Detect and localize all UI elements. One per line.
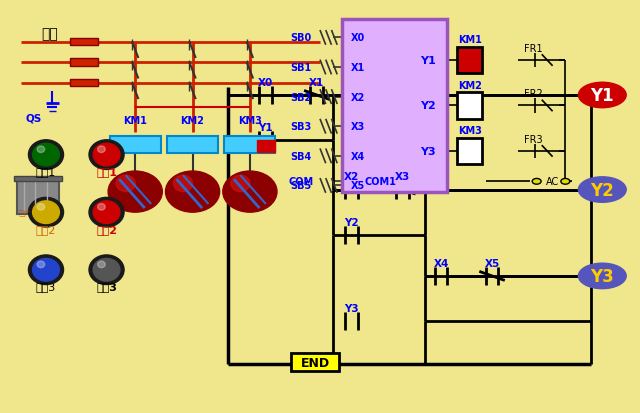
Text: SB4: SB4 — [291, 152, 312, 161]
Ellipse shape — [28, 140, 63, 170]
Text: KM2: KM2 — [458, 81, 482, 90]
Ellipse shape — [231, 176, 250, 192]
Text: X3: X3 — [396, 172, 410, 182]
Ellipse shape — [28, 198, 63, 228]
Ellipse shape — [33, 259, 60, 281]
Text: X2: X2 — [344, 172, 360, 182]
Text: 停止2: 停止2 — [96, 224, 117, 234]
Text: COM1: COM1 — [365, 177, 396, 187]
Text: X3: X3 — [351, 122, 365, 132]
Text: SB0: SB0 — [291, 33, 312, 43]
Ellipse shape — [28, 255, 63, 285]
Ellipse shape — [89, 140, 124, 170]
Text: Y2: Y2 — [591, 181, 614, 199]
Text: 启动2: 启动2 — [36, 224, 56, 234]
Ellipse shape — [579, 177, 626, 203]
Bar — [167, 137, 218, 153]
Text: Y1: Y1 — [420, 56, 436, 66]
Ellipse shape — [108, 172, 163, 213]
Text: X1: X1 — [309, 78, 324, 88]
Ellipse shape — [223, 172, 277, 213]
Text: X2: X2 — [351, 93, 365, 102]
Ellipse shape — [173, 176, 193, 192]
Bar — [17, 180, 59, 215]
Bar — [257, 141, 275, 152]
Text: KM1: KM1 — [458, 35, 482, 45]
Ellipse shape — [37, 147, 45, 153]
Text: X1: X1 — [351, 63, 365, 73]
Text: QS: QS — [25, 113, 42, 123]
Bar — [109, 137, 161, 153]
Text: X5: X5 — [484, 258, 500, 268]
Text: 启动3: 启动3 — [36, 282, 56, 292]
Ellipse shape — [37, 261, 45, 268]
Ellipse shape — [33, 202, 60, 224]
Bar — [291, 354, 339, 371]
Ellipse shape — [116, 176, 135, 192]
Ellipse shape — [37, 204, 45, 211]
Bar — [70, 59, 99, 66]
Text: X4: X4 — [351, 152, 365, 161]
Ellipse shape — [33, 144, 60, 166]
Bar — [457, 47, 483, 74]
Ellipse shape — [89, 255, 124, 285]
Text: SB5: SB5 — [291, 181, 312, 191]
Text: 启动1: 启动1 — [36, 166, 56, 177]
Text: Y1: Y1 — [591, 87, 614, 105]
Bar — [70, 39, 99, 46]
Ellipse shape — [98, 204, 105, 211]
Text: END: END — [301, 356, 330, 369]
Text: Y3: Y3 — [420, 147, 436, 157]
Text: X0: X0 — [351, 33, 365, 43]
Text: X4: X4 — [433, 258, 449, 268]
Text: KM2: KM2 — [180, 115, 205, 125]
Ellipse shape — [579, 263, 626, 289]
Text: Y3: Y3 — [344, 303, 359, 313]
Text: X0: X0 — [258, 78, 273, 88]
Text: SB2: SB2 — [291, 93, 312, 102]
Ellipse shape — [93, 259, 120, 281]
Text: AC: AC — [546, 177, 559, 187]
Ellipse shape — [93, 144, 120, 166]
Text: 停止3: 停止3 — [96, 282, 117, 292]
Bar — [342, 20, 447, 192]
Text: SB1: SB1 — [291, 63, 312, 73]
Bar — [457, 138, 483, 165]
Bar — [457, 93, 483, 119]
Text: COM: COM — [289, 177, 314, 187]
Text: Y2: Y2 — [420, 101, 436, 111]
Circle shape — [532, 179, 541, 185]
Text: KM3: KM3 — [458, 126, 482, 136]
Text: KM1: KM1 — [124, 115, 147, 125]
Text: 电源: 电源 — [41, 27, 58, 41]
Text: Y3: Y3 — [591, 267, 614, 285]
Text: FR1: FR1 — [524, 44, 543, 54]
Bar — [14, 177, 62, 182]
Ellipse shape — [166, 172, 220, 213]
Ellipse shape — [98, 261, 105, 268]
Ellipse shape — [93, 202, 120, 224]
Text: Y1: Y1 — [259, 123, 273, 133]
Text: 停止1: 停止1 — [96, 166, 117, 177]
Text: X5: X5 — [351, 181, 365, 191]
Text: SB3: SB3 — [291, 122, 312, 132]
Text: FR3: FR3 — [524, 134, 543, 144]
Text: Y2: Y2 — [344, 217, 359, 227]
Text: FR2: FR2 — [524, 89, 543, 99]
Text: ☞: ☞ — [17, 206, 30, 220]
Text: KM3: KM3 — [238, 115, 262, 125]
Ellipse shape — [579, 83, 626, 109]
Circle shape — [561, 179, 570, 185]
Bar — [225, 137, 275, 153]
Ellipse shape — [98, 147, 105, 153]
Ellipse shape — [89, 198, 124, 228]
Bar — [70, 80, 99, 87]
